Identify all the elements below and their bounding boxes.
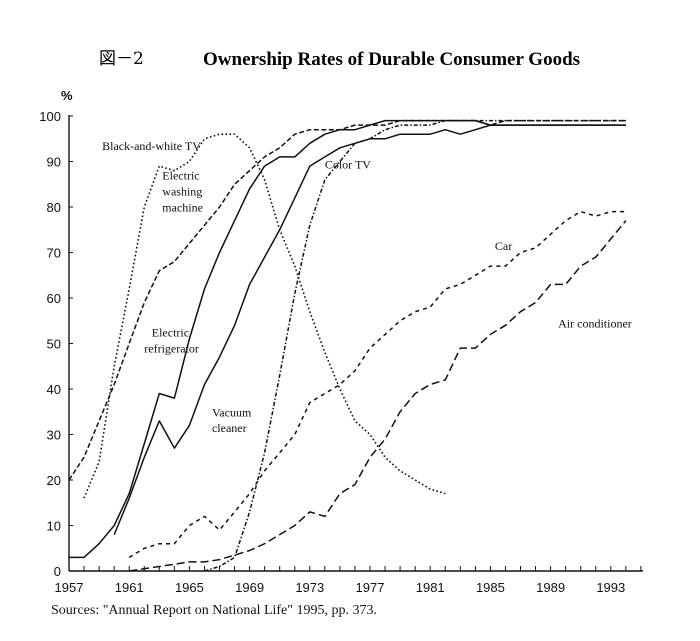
x-tick-label: 1973 bbox=[295, 580, 324, 595]
series-annotation: Car bbox=[495, 239, 512, 253]
series-line-electric-washing-machine bbox=[68, 119, 626, 481]
x-tick-label: 1965 bbox=[175, 580, 204, 595]
series-electric-washing-machine bbox=[68, 119, 626, 481]
series-line-car bbox=[128, 210, 626, 559]
source-note: Sources: "Annual Report on National Life… bbox=[51, 603, 377, 618]
series-annotation: Electric bbox=[162, 169, 199, 183]
series-air-conditioner bbox=[129, 220, 627, 572]
series-line-air-conditioner bbox=[129, 220, 627, 572]
y-tick-label: 50 bbox=[47, 337, 61, 352]
y-tick-label: 100 bbox=[39, 109, 61, 124]
series-layer bbox=[68, 119, 627, 572]
y-tick-label: 70 bbox=[47, 246, 61, 261]
y-tick-label: 60 bbox=[47, 291, 61, 306]
series-line-color-tv bbox=[204, 119, 626, 572]
x-tick-label: 1977 bbox=[356, 580, 385, 595]
series-annotation: refrigerator bbox=[144, 342, 199, 356]
y-tick-label: 0 bbox=[54, 564, 61, 579]
series-annotation: Black-and-white TV bbox=[102, 139, 201, 153]
series-color-tv bbox=[204, 119, 626, 572]
x-tick-label: 1981 bbox=[416, 580, 445, 595]
x-tick-label: 1993 bbox=[596, 580, 625, 595]
y-tick-label: 80 bbox=[47, 200, 61, 215]
series-annotation: machine bbox=[162, 201, 203, 215]
x-tick-label: 1957 bbox=[55, 580, 84, 595]
y-tick-label: 30 bbox=[47, 428, 61, 443]
y-tick-label: 20 bbox=[47, 473, 61, 488]
series-annotation: Electric bbox=[152, 326, 189, 340]
y-axis-unit-label: % bbox=[61, 88, 73, 103]
series-annotation: Vacuum bbox=[212, 405, 252, 419]
x-tick-label: 1969 bbox=[235, 580, 264, 595]
x-tick-label: 1985 bbox=[476, 580, 505, 595]
chart-title: Ownership Rates of Durable Consumer Good… bbox=[203, 49, 580, 70]
figure-label: 図－2 bbox=[99, 49, 144, 69]
series-black-and-white-tv bbox=[83, 133, 446, 499]
series-annotation: Air conditioner bbox=[558, 317, 632, 331]
series-annotation: washing bbox=[162, 185, 202, 199]
series-annotation: Color TV bbox=[325, 157, 371, 171]
series-annotation: cleaner bbox=[212, 421, 247, 435]
y-tick-label: 10 bbox=[47, 519, 61, 534]
y-tick-label: 90 bbox=[47, 155, 61, 170]
y-tick-label: 40 bbox=[47, 382, 61, 397]
series-car bbox=[128, 210, 626, 559]
series-line-black-and-white-tv bbox=[83, 133, 446, 499]
x-tick-label: 1989 bbox=[536, 580, 565, 595]
x-tick-label: 1961 bbox=[115, 580, 144, 595]
axes: 0 10 20 30 40 50 60 70 80 90 100 1957 1961 1965 1969 19… bbox=[39, 109, 643, 595]
annotation-layer: Black-and-white TV Electric washing machine… bbox=[102, 139, 632, 435]
